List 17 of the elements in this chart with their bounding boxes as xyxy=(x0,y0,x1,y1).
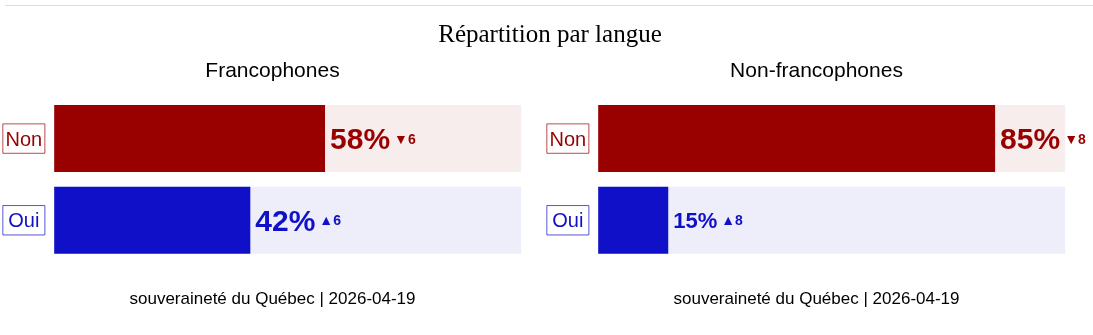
data-label: 15% xyxy=(673,207,718,233)
text: souveraineté du Québec | 2026-04-19 xyxy=(129,288,416,308)
data-label: 42% xyxy=(255,203,316,237)
category-label: Non xyxy=(5,127,43,150)
annotation: ▲6 xyxy=(319,212,342,229)
chart-title: Répartition par langue xyxy=(438,19,662,49)
annotation: ▼8 xyxy=(1064,130,1086,147)
chart-subtitle: Francophones xyxy=(205,57,340,81)
data-label: 58% xyxy=(330,122,391,156)
annotation: ▼6 xyxy=(394,130,416,147)
data-label: 85% xyxy=(1000,122,1061,156)
text: souveraineté du Québec | 2026-04-19 xyxy=(673,288,960,308)
annotation: ▲8 xyxy=(721,212,744,229)
chart-title: Non-francophones xyxy=(730,57,903,81)
category-label: Non xyxy=(549,127,587,150)
category-label: Oui xyxy=(552,209,584,232)
category-label: Oui xyxy=(8,209,40,232)
